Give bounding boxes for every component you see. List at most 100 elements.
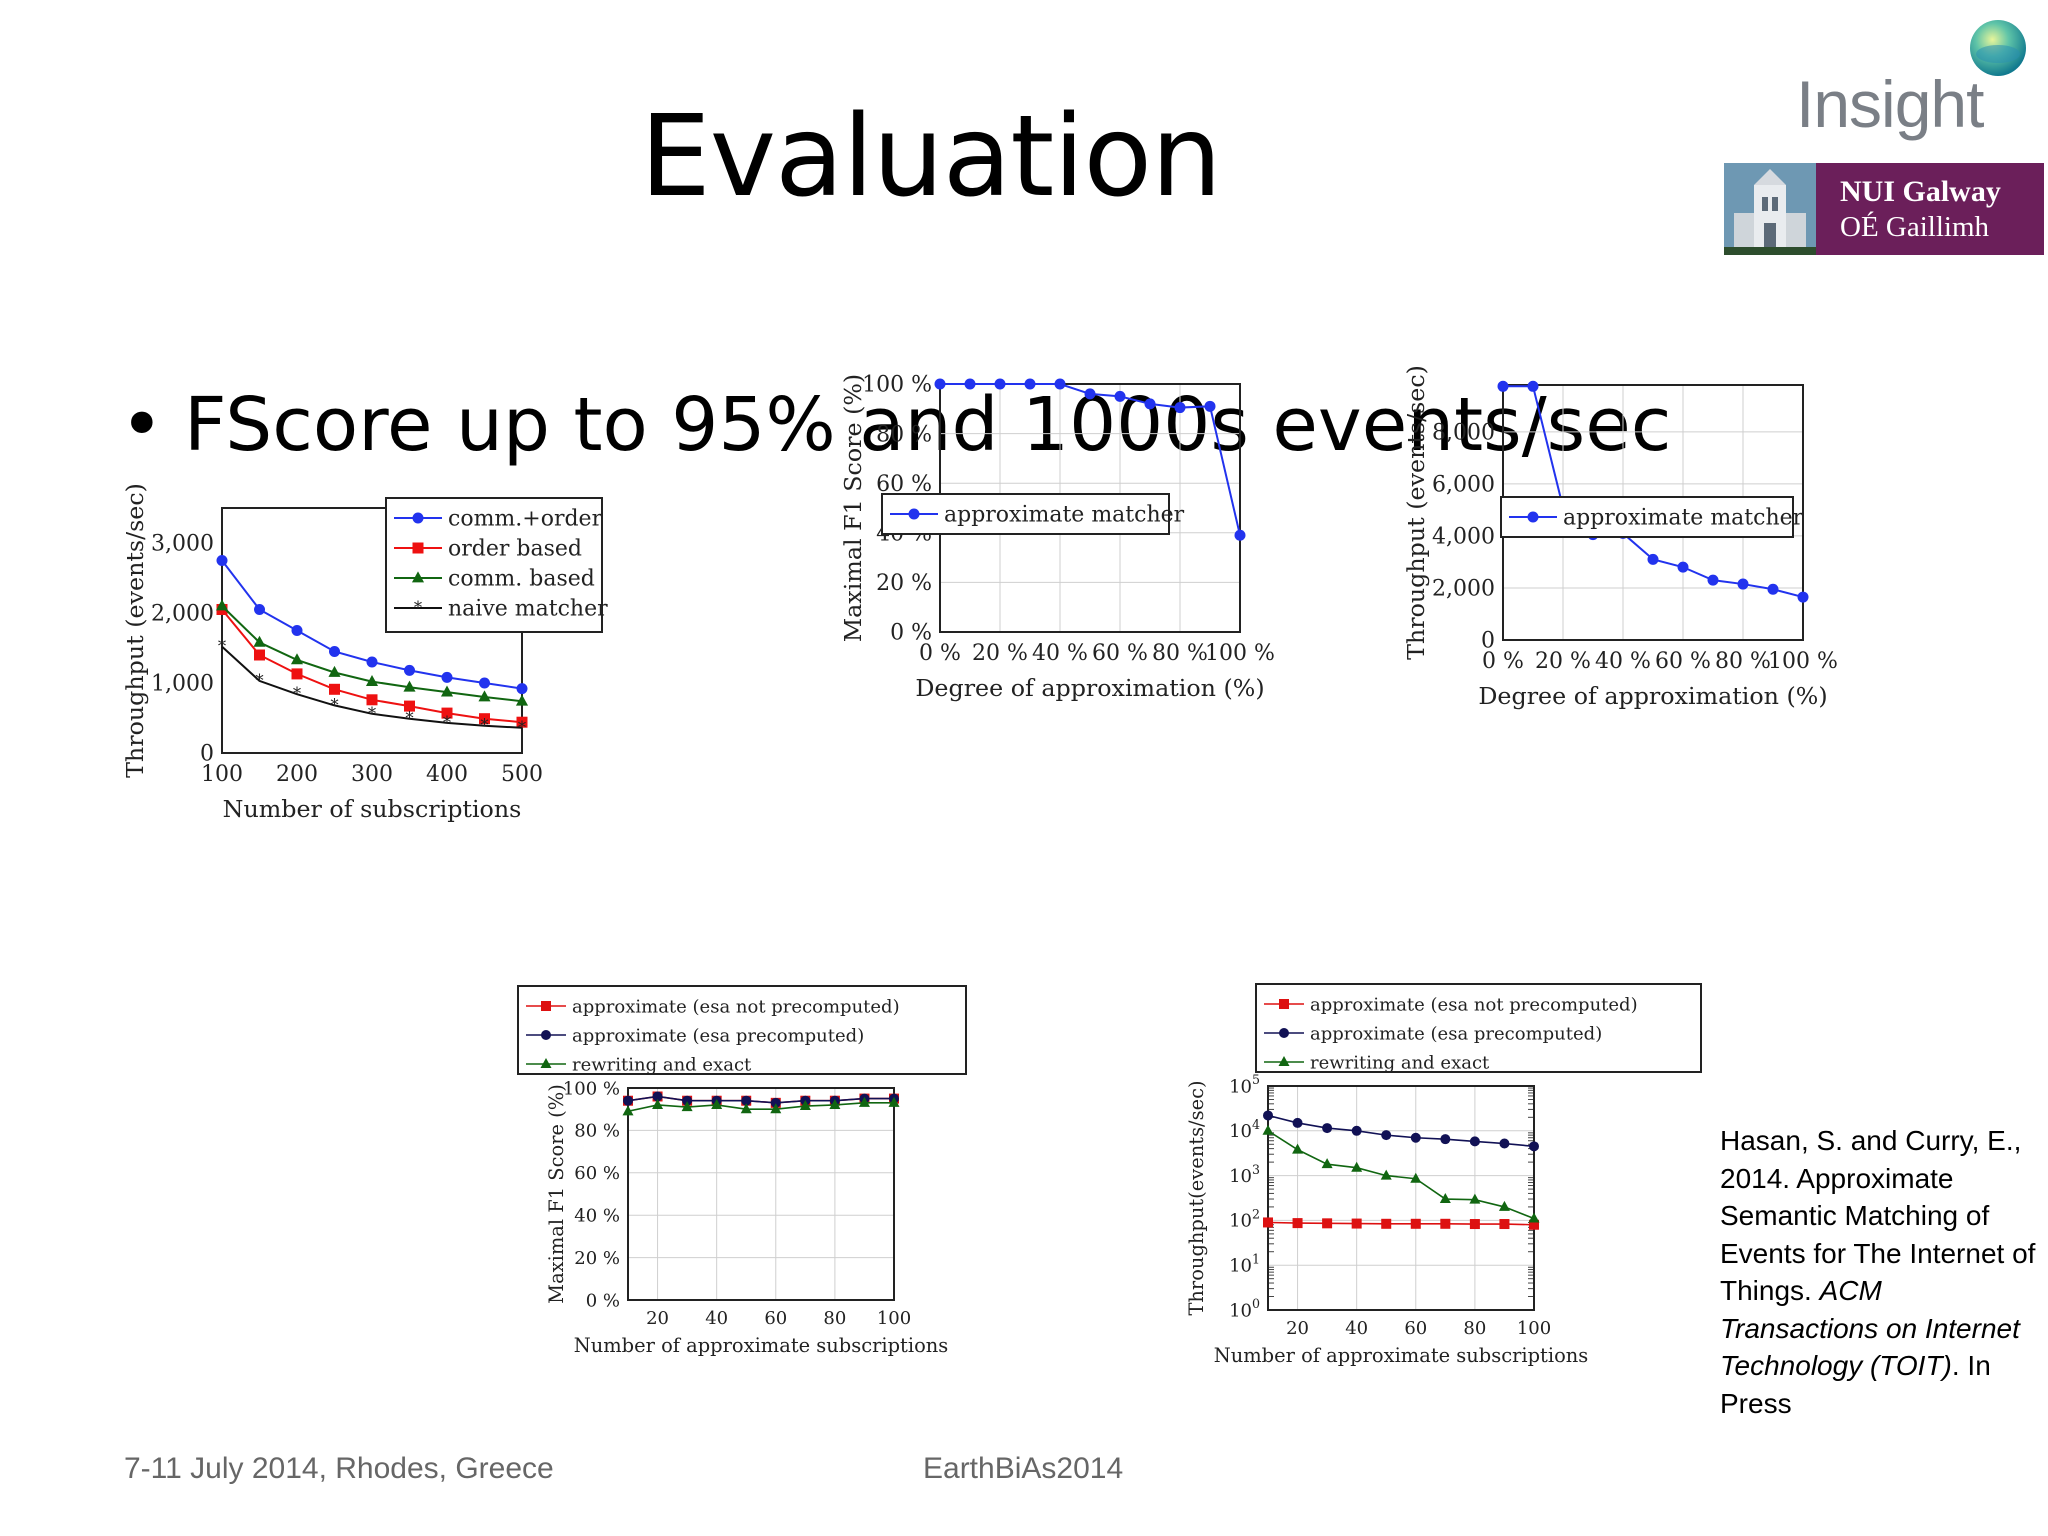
data-point	[1469, 1136, 1480, 1147]
y-tick-label: 60 %	[574, 1163, 620, 1184]
nui-galway-logo: NUI Galway OÉ Gaillimh	[1724, 163, 2044, 255]
y-axis-label: Throughput(events/sec)	[1185, 1080, 1208, 1315]
x-tick-label: 20 %	[972, 641, 1028, 666]
data-point	[441, 707, 453, 719]
university-name-irish: OÉ Gaillimh	[1840, 211, 1990, 243]
data-point	[1024, 378, 1036, 390]
x-tick-label: 80	[1463, 1318, 1486, 1339]
data-point	[516, 683, 528, 695]
y-tick-label: 100	[1229, 1296, 1260, 1321]
data-point	[1262, 1124, 1274, 1135]
footer-event-name: EarthBiAs2014	[923, 1452, 1124, 1485]
x-tick-label: 100 %	[1205, 641, 1275, 666]
insight-wordmark: Insight	[1796, 67, 1984, 141]
y-tick-label: 20 %	[876, 571, 932, 596]
legend-marker	[1527, 511, 1539, 523]
data-point	[1737, 578, 1749, 590]
data-point	[1054, 378, 1066, 390]
legend-marker	[1279, 1028, 1289, 1038]
data-point	[1292, 1117, 1303, 1128]
data-point	[1527, 380, 1539, 392]
data-point	[964, 378, 976, 390]
data-point: *	[518, 718, 526, 737]
data-point	[1528, 1212, 1540, 1223]
x-tick-label: 100	[1517, 1318, 1551, 1339]
x-tick-label: 100	[877, 1308, 911, 1329]
legend-marker	[541, 1001, 551, 1011]
slide-title: Evaluation	[640, 92, 1222, 222]
data-point	[1499, 1219, 1510, 1230]
chart-f1-vs-approx-subscriptions: 20 40 60 80 100 0 % 20 % 40 % 60 % 80 % 100 % Numbe…	[517, 985, 967, 1357]
x-tick-label: 80 %	[1152, 641, 1208, 666]
y-tick-label: 6,000	[1432, 473, 1495, 498]
x-tick-label: 40	[705, 1308, 728, 1329]
data-point	[1380, 1169, 1392, 1180]
y-tick-label: 2,000	[151, 602, 214, 627]
series-line	[1267, 1130, 1535, 1220]
x-axis-label: Degree of approximation (%)	[1478, 682, 1827, 710]
axis-frame	[627, 1087, 895, 1301]
data-point	[253, 635, 266, 647]
data-point	[516, 716, 528, 728]
data-point	[328, 665, 341, 677]
data-point	[1381, 1218, 1392, 1229]
y-tick-label: 0	[1481, 629, 1495, 654]
data-point	[1351, 1161, 1363, 1172]
legend-marker	[412, 542, 424, 554]
data-point	[1440, 1218, 1451, 1229]
data-point	[1322, 1123, 1333, 1134]
legend-marker	[540, 1058, 552, 1068]
data-point	[216, 555, 228, 566]
data-point	[1351, 1125, 1362, 1136]
chart-legend: approximate (esa not precomputed) approxi…	[517, 985, 967, 1075]
x-axis-label: Number of subscriptions	[223, 795, 522, 823]
series-line	[221, 645, 523, 729]
legend-label: approximate (esa precomputed)	[572, 1025, 864, 1046]
data-point	[254, 604, 265, 615]
legend-label: rewriting and exact	[572, 1054, 752, 1075]
citation-journal: ACM Transactions on Internet Technology …	[1720, 1275, 2020, 1381]
legend-marker	[411, 571, 425, 583]
data-point	[934, 378, 946, 390]
data-point	[366, 656, 378, 668]
legend-box	[517, 985, 967, 1075]
citation: Hasan, S. and Curry, E., 2014. Approxima…	[1720, 1122, 2040, 1422]
legend-marker	[908, 508, 920, 520]
data-point	[478, 690, 491, 702]
x-tick-label: 0 %	[1482, 649, 1524, 674]
data-point	[1144, 398, 1156, 410]
data-point	[404, 664, 415, 676]
data-point	[329, 683, 340, 695]
data-point	[441, 671, 453, 683]
x-tick-label: 20 %	[1535, 649, 1591, 674]
data-point	[799, 1100, 811, 1111]
data-point	[1677, 561, 1689, 573]
x-tick-label: 300	[351, 762, 393, 787]
data-point: *	[293, 684, 301, 703]
data-point	[329, 646, 340, 657]
y-tick-label: 1,000	[151, 672, 214, 697]
chart-legend: approximate matcher	[881, 493, 1185, 535]
axis-frame	[1267, 1085, 1535, 1311]
y-tick-label: 101	[1229, 1251, 1260, 1276]
data-point	[479, 677, 490, 689]
data-point	[1234, 529, 1246, 541]
y-tick-label: 100 %	[563, 1078, 620, 1099]
chart-legend: approximate (esa not precomputed) approxi…	[1255, 983, 1702, 1073]
data-point	[1263, 1217, 1273, 1228]
legend-label: rewriting and exact	[1310, 1052, 1490, 1073]
y-tick-label: 8,000	[1432, 421, 1495, 446]
legend-label: approximate (esa not precomputed)	[572, 996, 900, 1017]
legend-marker	[1278, 1056, 1290, 1066]
data-point	[291, 668, 303, 680]
x-tick-label: 40	[1345, 1318, 1368, 1339]
y-axis-label: Maximal F1 Score (%)	[839, 374, 867, 642]
x-tick-label: 40 %	[1032, 641, 1088, 666]
bullet-marker: •	[120, 382, 164, 468]
x-tick-label: 100	[201, 762, 243, 787]
y-tick-label: 80 %	[574, 1121, 620, 1142]
data-point	[290, 653, 304, 665]
series-line	[627, 1095, 894, 1104]
university-tower-icon	[1724, 163, 1816, 255]
x-tick-label: 20	[1286, 1318, 1309, 1339]
